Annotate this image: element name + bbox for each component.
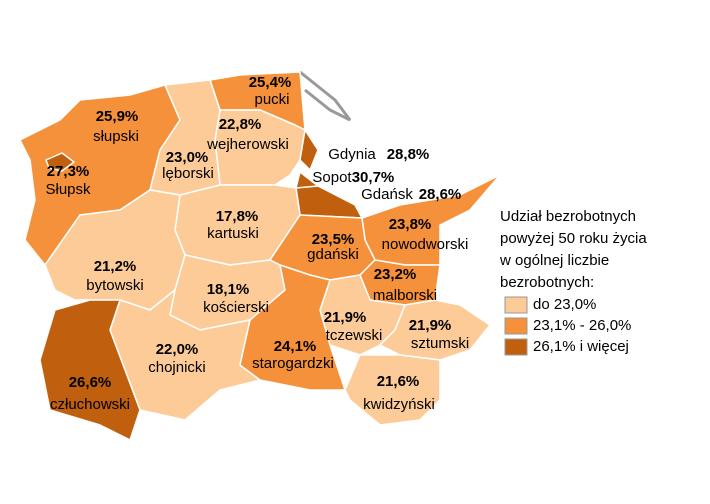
region-value: 21,2% xyxy=(94,258,137,275)
region-name: chojnicki xyxy=(148,359,206,376)
region-value: 23,5% xyxy=(312,231,355,248)
region-value: 23,8% xyxy=(389,216,432,233)
region-value: 25,9% xyxy=(96,108,139,125)
region-name: gdański xyxy=(307,246,359,263)
region-name: bytowski xyxy=(86,277,144,294)
region-area xyxy=(239,264,346,391)
region-value: 23,0% xyxy=(166,149,209,166)
region-name: kwidzyński xyxy=(363,396,435,413)
region-value: 21,6% xyxy=(377,373,420,390)
legend-swatch xyxy=(504,317,528,335)
region-name: słupski xyxy=(93,128,139,145)
legend-swatch xyxy=(504,296,528,314)
region-area xyxy=(344,354,441,426)
legend-label: do 23,0% xyxy=(533,296,596,313)
region-name: lęborski xyxy=(162,165,214,182)
legend-title: bezrobotnych: xyxy=(500,274,594,291)
region-name: nowodworski xyxy=(382,236,469,253)
region-value: 28,8% xyxy=(387,146,430,163)
region-name: tczewski xyxy=(326,327,383,344)
region-value: 25,4% xyxy=(249,74,292,91)
region-name: sztumski xyxy=(411,335,469,352)
legend-title: w ogólnej liczbie xyxy=(499,252,609,269)
region-value: 26,6% xyxy=(69,374,112,391)
region-value: 30,7% xyxy=(352,169,395,186)
legend-title: powyżej 50 roku życia xyxy=(500,230,647,247)
region-area xyxy=(295,185,363,219)
region-value: 28,6% xyxy=(419,186,462,203)
region-name: Słupsk xyxy=(45,181,91,198)
region-name: starogardzki xyxy=(252,355,334,372)
region-value: 24,1% xyxy=(274,338,317,355)
legend-label: 23,1% - 26,0% xyxy=(533,317,631,334)
hel-peninsula xyxy=(299,70,352,122)
legend-swatch xyxy=(504,338,528,356)
region-name: człuchowski xyxy=(50,396,130,413)
region-area xyxy=(39,299,141,441)
region-value: 18,1% xyxy=(207,281,250,298)
region-name: pucki xyxy=(254,91,289,108)
region-name: kościerski xyxy=(203,299,269,316)
region-name: Gdynia xyxy=(328,146,376,163)
region-name: Sopot xyxy=(312,169,352,186)
region-value: 22,8% xyxy=(219,116,262,133)
region-value: 17,8% xyxy=(216,208,259,225)
region-name: Gdańsk xyxy=(361,186,413,203)
region-value: 27,3% xyxy=(47,163,90,180)
region-value: 21,9% xyxy=(324,309,367,326)
region-name: kartuski xyxy=(207,225,259,242)
region-area xyxy=(45,152,75,172)
legend-label: 26,1% i więcej xyxy=(533,338,629,355)
region-name: malborski xyxy=(373,287,437,304)
region-area xyxy=(379,299,491,361)
region-name: wejherowski xyxy=(206,136,289,153)
legend-title: Udział bezrobotnych xyxy=(500,208,636,225)
region-value: 23,2% xyxy=(374,266,417,283)
region-area xyxy=(299,129,319,171)
region-value: 22,0% xyxy=(156,341,199,358)
region-value: 21,9% xyxy=(409,317,452,334)
